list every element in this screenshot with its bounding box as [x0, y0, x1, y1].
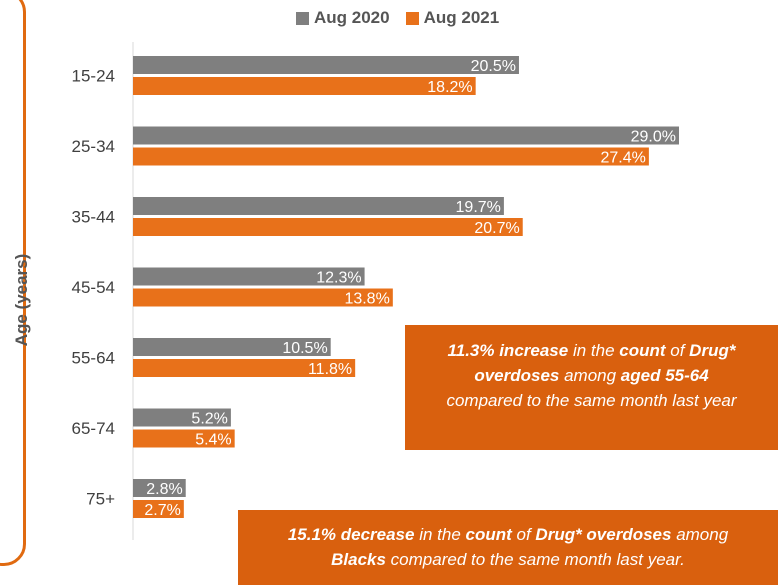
bar-aug-2021	[133, 218, 523, 236]
bar-aug-2021	[133, 500, 184, 518]
bar-aug-2020	[133, 267, 365, 286]
bar-aug-2020	[133, 56, 519, 74]
bar-aug-2020	[133, 479, 186, 497]
data-label: 2.7%	[144, 502, 180, 519]
y-tick-label: 15-24	[72, 67, 115, 86]
data-label: 10.5%	[282, 340, 327, 357]
callout-1-text: in the	[568, 341, 620, 360]
legend-item-aug-2021: Aug 2021	[405, 8, 500, 28]
legend-swatch-aug-2021	[405, 11, 419, 25]
callout-1-text: among	[559, 366, 621, 385]
chart-legend: Aug 2020 Aug 2021	[296, 8, 515, 28]
data-label: 13.8%	[344, 291, 389, 308]
callout-1-emphasis-increase: 11.3% increase	[447, 341, 569, 360]
bar-aug-2021	[133, 429, 235, 448]
callout-2-emphasis-count: count	[465, 525, 512, 544]
bar-aug-2021	[133, 77, 476, 95]
bar-aug-2020	[133, 126, 679, 145]
callout-1-emphasis-overdoses: overdoses	[474, 366, 560, 385]
y-tick-label: 75+	[86, 490, 115, 509]
bar-aug-2020	[133, 338, 331, 356]
callout-2-emphasis-blacks: Blacks	[331, 550, 386, 569]
bar-aug-2021	[133, 147, 649, 166]
bar-aug-2020	[133, 197, 504, 215]
y-tick-label: 25-34	[72, 137, 115, 156]
data-label: 2.8%	[146, 481, 182, 498]
data-label: 29.0%	[631, 129, 676, 146]
callout-increase-55-64: 11.3% increase in the count of Drug* ove…	[405, 325, 778, 450]
callout-2-text: in the	[414, 525, 466, 544]
data-label: 18.2%	[427, 79, 472, 96]
callout-decrease-blacks: 15.1% decrease in the count of Drug* ove…	[238, 510, 778, 585]
callout-2-emphasis-decrease: 15.1% decrease	[287, 525, 415, 544]
callout-1-line-3: compared to the same month last year	[446, 391, 737, 410]
bar-aug-2021	[133, 359, 356, 377]
legend-label-aug-2020: Aug 2020	[314, 8, 390, 27]
callout-1-text: of	[665, 341, 690, 360]
data-label: 27.4%	[601, 150, 646, 167]
data-label: 11.8%	[308, 361, 352, 378]
callout-1-line-1: 11.3% increase in the count of Drug*	[405, 338, 778, 363]
callout-1-line-2: overdoses among aged 55-64	[405, 363, 778, 388]
callout-1-emphasis-count: count	[619, 341, 666, 360]
data-label: 5.2%	[191, 411, 227, 428]
callout-1-emphasis-drug: Drug*	[689, 341, 736, 360]
bar-aug-2020	[133, 408, 231, 427]
callout-2-line-1: 15.1% decrease in the count of Drug* ove…	[238, 522, 778, 547]
y-tick-label: 45-54	[72, 278, 115, 297]
legend-item-aug-2020: Aug 2020	[296, 8, 390, 28]
callout-2-line-2: Blacks compared to the same month last y…	[238, 547, 778, 572]
bar-aug-2021	[133, 288, 393, 307]
callout-2-text: of	[511, 525, 536, 544]
legend-label-aug-2021: Aug 2021	[423, 8, 500, 27]
callout-2-text: among	[671, 525, 729, 544]
data-label: 12.3%	[316, 270, 361, 287]
callout-1-emphasis-age: aged 55-64	[620, 366, 709, 385]
data-label: 20.7%	[474, 220, 519, 237]
legend-swatch-aug-2020	[296, 11, 309, 25]
data-label: 5.4%	[195, 432, 231, 449]
callout-2-text: compared to the same month last year.	[385, 550, 685, 569]
data-label: 19.7%	[456, 199, 501, 216]
data-label: 20.5%	[471, 58, 516, 75]
callout-2-emphasis-drug-overdoses: Drug* overdoses	[535, 525, 672, 544]
y-tick-label: 55-64	[72, 349, 115, 368]
y-tick-label: 35-44	[72, 208, 115, 227]
y-tick-label: 65-74	[72, 419, 115, 438]
